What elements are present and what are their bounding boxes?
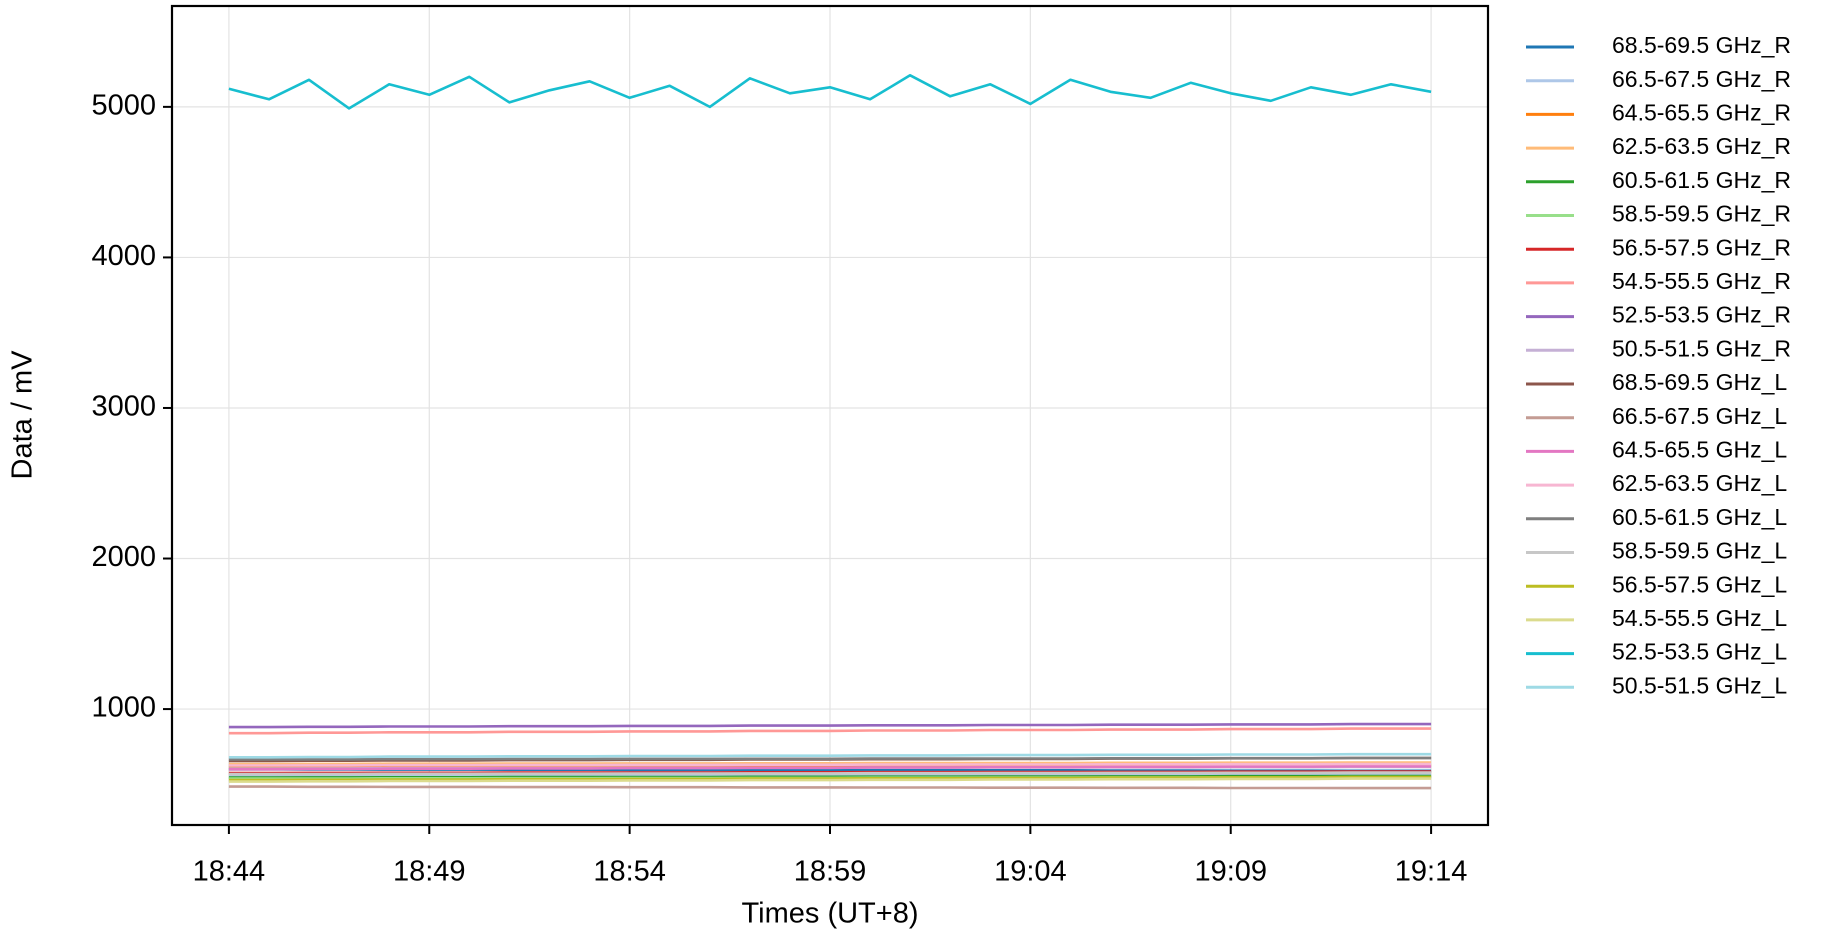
series-line xyxy=(228,752,1432,759)
plot-frame xyxy=(170,4,1490,827)
legend-label: 62.5-63.5 GHz_L xyxy=(1612,470,1787,496)
legend-label: 64.5-65.5 GHz_L xyxy=(1612,436,1787,462)
y-tick-label: 4000 xyxy=(91,240,156,272)
series-line xyxy=(228,727,1432,735)
series-line xyxy=(228,74,1432,110)
legend-label: 54.5-55.5 GHz_L xyxy=(1612,605,1787,631)
x-tick-label: 19:14 xyxy=(1395,856,1468,888)
legend-label: 56.5-57.5 GHz_R xyxy=(1612,234,1791,260)
series-line xyxy=(228,773,1432,778)
legend-label: 66.5-67.5 GHz_L xyxy=(1612,403,1787,429)
series-line xyxy=(228,765,1432,771)
legend-label: 66.5-67.5 GHz_R xyxy=(1612,66,1791,92)
legend-label: 52.5-53.5 GHz_R xyxy=(1612,302,1791,328)
x-tick-label: 18:49 xyxy=(393,856,466,888)
legend-label: 52.5-53.5 GHz_L xyxy=(1612,639,1787,665)
legend-label: 50.5-51.5 GHz_R xyxy=(1612,335,1791,361)
legend-label: 68.5-69.5 GHz_R xyxy=(1612,32,1791,58)
series-line xyxy=(228,762,1432,767)
legend-label: 68.5-69.5 GHz_L xyxy=(1612,369,1787,395)
y-tick-label: 2000 xyxy=(91,541,156,573)
series-line xyxy=(228,722,1432,729)
legend-label: 56.5-57.5 GHz_L xyxy=(1612,571,1787,597)
x-tick-label: 18:54 xyxy=(593,856,666,888)
legend-label: 58.5-59.5 GHz_L xyxy=(1612,538,1787,564)
legend-label: 62.5-63.5 GHz_R xyxy=(1612,133,1791,159)
series-line xyxy=(228,777,1432,783)
x-axis-label: Times (UT+8) xyxy=(742,898,919,930)
y-tick-label: 1000 xyxy=(91,692,156,724)
legend-label: 54.5-55.5 GHz_R xyxy=(1612,268,1791,294)
y-axis-label: Data / mV xyxy=(7,350,39,480)
legend-label: 60.5-61.5 GHz_R xyxy=(1612,167,1791,193)
series-line xyxy=(228,785,1432,790)
legend-label: 58.5-59.5 GHz_R xyxy=(1612,201,1791,227)
x-tick-label: 18:59 xyxy=(794,856,867,888)
x-tick-label: 18:44 xyxy=(193,856,266,888)
legend-label: 64.5-65.5 GHz_R xyxy=(1612,99,1791,125)
series-line xyxy=(228,775,1432,782)
series-line xyxy=(228,756,1432,761)
y-tick-label: 3000 xyxy=(91,391,156,423)
y-tick-label: 5000 xyxy=(91,90,156,122)
series-line xyxy=(228,761,1432,766)
x-tick-label: 19:09 xyxy=(1194,856,1267,888)
x-tick-label: 19:04 xyxy=(994,856,1067,888)
legend-label: 60.5-61.5 GHz_L xyxy=(1612,504,1787,530)
legend-label: 50.5-51.5 GHz_L xyxy=(1612,672,1787,698)
series-line xyxy=(228,771,1432,776)
